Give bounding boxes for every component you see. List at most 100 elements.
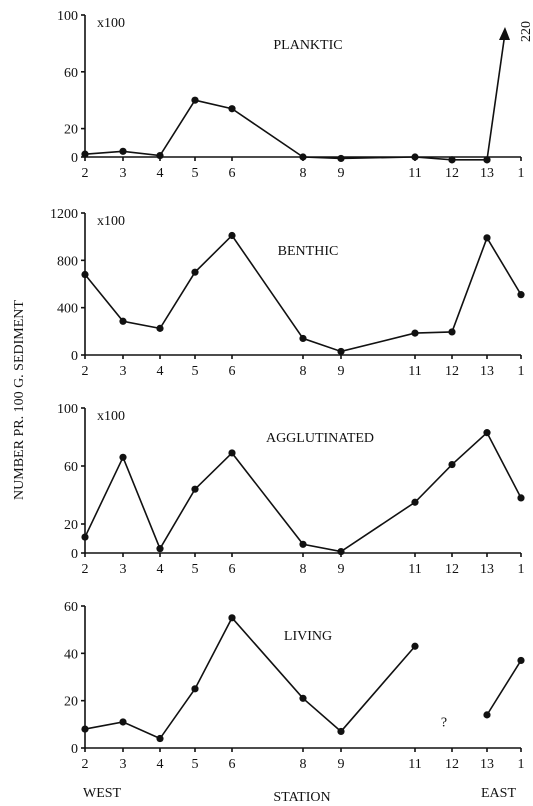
living-x-tick-label: 12 — [445, 757, 459, 772]
benthic-y-tick-label: 1200 — [50, 207, 78, 222]
agglutinated-x-tick-label: 11 — [408, 562, 421, 577]
living-point-1 — [517, 656, 525, 665]
living-series-line — [84, 616, 416, 740]
planktic-x-tick-label: 4 — [157, 166, 164, 181]
agglutinated-x-tick-label: 3 — [120, 562, 127, 577]
living-point-8 — [299, 694, 307, 702]
agglutinated-multiplier: x100 — [97, 409, 125, 424]
planktic-point-4 — [156, 151, 164, 160]
planktic-point-11 — [411, 153, 419, 161]
living-x-tick-label: 2 — [82, 757, 89, 772]
living-title: LIVING — [284, 629, 332, 644]
x-axis-label: STATION — [273, 790, 330, 805]
living-point-9 — [337, 727, 345, 736]
planktic-y-tick-label: 60 — [64, 66, 78, 81]
planktic-arrow-shaft — [486, 32, 506, 160]
living-missing-marker: ? — [441, 716, 447, 731]
living-x-tick-label: 8 — [300, 757, 307, 772]
agglutinated-y-tick-label: 100 — [57, 402, 78, 417]
y-axis-label: NUMBER PR. 100 G. SEDIMENT — [12, 300, 27, 500]
agglutinated-title: AGGLUTINATED — [266, 431, 374, 446]
agglutinated-x-tick-label: 9 — [338, 562, 345, 577]
living-x-tick-label: 13 — [480, 757, 494, 772]
planktic-point-5 — [191, 96, 199, 104]
agglutinated-point-12 — [448, 460, 456, 469]
benthic-x-tick-label: 8 — [300, 364, 307, 379]
planktic-point-6 — [228, 105, 236, 113]
benthic-x-tick-label: 9 — [338, 364, 345, 379]
panel-benthic: 0 400 800 1200 2 3 4 5 6 8 9 11 12 13 1 x100 BENTHIC — [50, 207, 525, 379]
living-x-tick-label: 4 — [157, 757, 164, 772]
benthic-y-tick-label: 800 — [57, 254, 78, 269]
benthic-x-tick-label: 4 — [157, 364, 164, 379]
planktic-y-tick-label: 100 — [57, 9, 78, 24]
planktic-x-tick-label: 6 — [229, 166, 236, 181]
benthic-x-tick-label: 6 — [229, 364, 236, 379]
benthic-x-tick-label: 1 — [518, 364, 525, 379]
benthic-title: BENTHIC — [278, 244, 339, 259]
benthic-y-tick-label: 400 — [57, 302, 78, 317]
living-point-2 — [81, 725, 89, 733]
planktic-point-2 — [81, 150, 89, 158]
benthic-point-4 — [156, 324, 164, 332]
benthic-point-12 — [448, 328, 456, 336]
agglutinated-y-tick-label: 0 — [71, 547, 78, 562]
planktic-x-tick-label: 1 — [518, 166, 525, 181]
planktic-point-9 — [337, 154, 345, 163]
benthic-point-1 — [517, 291, 525, 299]
agglutinated-x-tick-label: 1 — [518, 562, 525, 577]
living-point-6 — [228, 614, 236, 622]
agglutinated-x-tick-label: 5 — [192, 562, 199, 577]
benthic-point-8 — [299, 334, 307, 343]
panel-planktic: 0 20 60 100 2 3 4 5 6 8 9 11 12 13 1 x100 PLANKTIC 220 — [57, 9, 533, 181]
panel-agglutinated: 0 20 60 100 2 3 4 5 6 8 9 11 12 13 1 x100 AGGLUTINATED — [57, 402, 525, 577]
planktic-multiplier: x100 — [97, 16, 125, 31]
agglutinated-point-13 — [483, 429, 491, 437]
agglutinated-point-11 — [411, 498, 419, 506]
living-y-tick-label: 0 — [71, 742, 78, 757]
benthic-point-11 — [411, 329, 419, 337]
benthic-point-6 — [228, 231, 236, 240]
benthic-point-13 — [483, 234, 491, 242]
benthic-y-tick-label: 0 — [71, 349, 78, 364]
planktic-y-tick-label: 0 — [71, 151, 78, 166]
agglutinated-x-tick-label: 8 — [300, 562, 307, 577]
benthic-point-3 — [119, 317, 127, 325]
living-point-11 — [411, 642, 419, 650]
living-x-tick-label: 6 — [229, 757, 236, 772]
benthic-x-tick-label: 2 — [82, 364, 89, 379]
planktic-title: PLANKTIC — [273, 38, 342, 53]
living-x-tick-label: 9 — [338, 757, 345, 772]
living-x-tick-label: 11 — [408, 757, 421, 772]
living-x-tick-label: 1 — [518, 757, 525, 772]
planktic-series-line — [84, 99, 487, 161]
planktic-y-tick-label: 20 — [64, 123, 78, 138]
agglutinated-point-4 — [156, 545, 164, 553]
benthic-x-tick-label: 5 — [192, 364, 199, 379]
living-y-tick-label: 20 — [64, 695, 78, 710]
agglutinated-point-1 — [517, 494, 525, 502]
panel-living: 0 20 40 60 2 3 4 5 6 8 9 11 12 13 1 LIVING? — [64, 600, 525, 772]
planktic-x-tick-label: 12 — [445, 166, 459, 181]
benthic-x-tick-label: 3 — [120, 364, 127, 379]
agglutinated-point-9 — [337, 547, 345, 556]
planktic-x-tick-label: 2 — [82, 166, 89, 181]
benthic-point-2 — [81, 270, 89, 279]
agglutinated-x-tick-label: 13 — [480, 562, 494, 577]
planktic-arrow-head — [499, 27, 510, 40]
planktic-x-tick-label: 5 — [192, 166, 199, 181]
planktic-point-3 — [119, 147, 127, 155]
x-end-label-east: EAST — [481, 786, 516, 801]
agglutinated-y-tick-label: 20 — [64, 518, 78, 533]
benthic-x-tick-label: 13 — [480, 364, 494, 379]
agglutinated-x-tick-label: 4 — [157, 562, 164, 577]
planktic-x-tick-label: 8 — [300, 166, 307, 181]
living-point-3 — [119, 718, 127, 726]
benthic-multiplier: x100 — [97, 214, 125, 229]
living-y-tick-label: 40 — [64, 647, 78, 662]
agglutinated-y-tick-label: 60 — [64, 460, 78, 475]
living-point-4 — [156, 734, 164, 743]
planktic-x-tick-label: 3 — [120, 166, 127, 181]
benthic-x-tick-label: 12 — [445, 364, 459, 379]
